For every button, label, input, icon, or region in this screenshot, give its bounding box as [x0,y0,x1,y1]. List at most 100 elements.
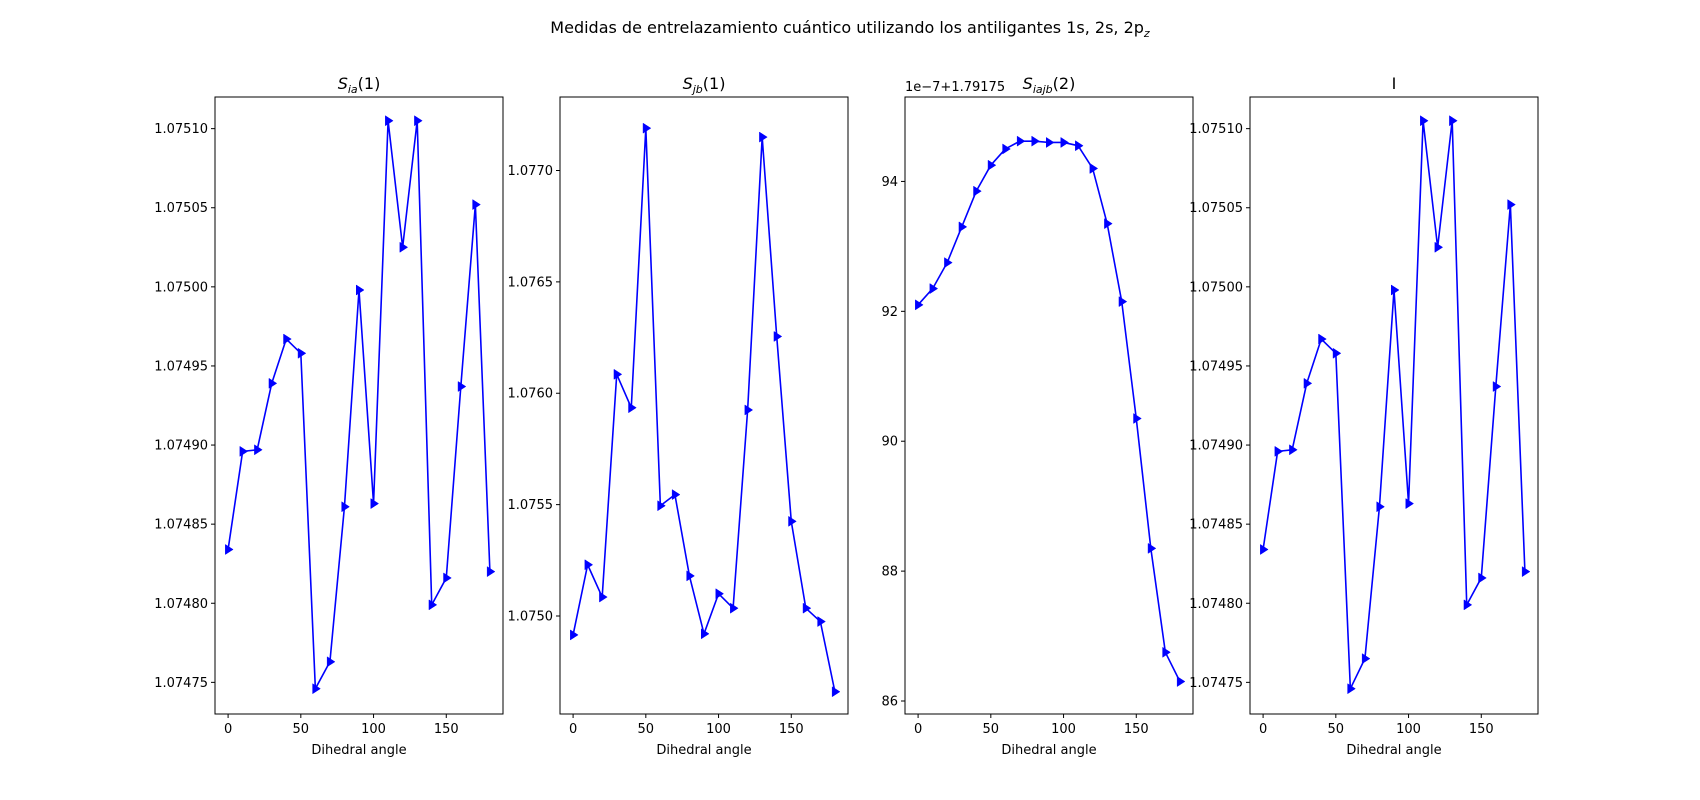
figure-suptitle: Medidas de entrelazamiento cuántico util… [550,18,1150,40]
data-point [686,570,695,582]
subplot-1: Sia(1) 0 50 100 150 1.07475 1.07480 1.07485 1.07… [154,74,504,758]
data-point [428,599,438,611]
x-axis-label: Dihedral angle [311,743,406,758]
data-point [1075,140,1084,152]
data-point [472,199,481,211]
title-suffix: (1) [703,74,726,93]
data-point [1274,445,1284,457]
data-point [385,115,394,127]
title-base: S [683,74,693,93]
data-point [915,299,924,311]
y-tick-label: 86 [881,695,898,710]
data-point [283,333,292,345]
y-tick-label: 90 [881,435,898,450]
data-point [1434,241,1444,253]
x-tick-label: 50 [983,722,1000,737]
x-tick-label: 100 [1396,722,1421,737]
x-axis-label: Dihedral angle [656,743,751,758]
data-point [730,602,739,614]
data-point [773,330,783,342]
data-point [1449,115,1458,127]
y-tick-label: 1.07490 [1189,439,1243,454]
data-point [239,445,249,457]
data-point [987,159,997,171]
y-tick-label: 1.07510 [154,122,208,137]
subplot-title: Sia(1) [338,74,381,96]
data-point [628,402,637,414]
data-point [1260,544,1269,555]
x-tick-label: 50 [293,722,310,737]
y-tick-label: 1.07500 [154,280,208,295]
data-point [1405,498,1415,510]
data-point [1391,284,1400,296]
data-point [570,629,579,641]
data-point [1361,653,1371,665]
subplots: Sia(1)0 50 100 1501.074751.074801.074851.07… [154,74,1539,758]
subplot-2: Sjb(1) 0 50 100 150 1.0750 1.0755 1.0760 1.0765 1… [508,74,849,758]
data-point [642,122,652,134]
x-tick-label: 150 [434,722,459,737]
data-point [1089,162,1099,174]
title-base: I [1392,74,1397,93]
data-point [701,628,710,640]
data-point [831,686,841,698]
y-tick-label: 94 [881,175,898,190]
data-point [457,381,467,392]
data-point [1060,137,1070,148]
data-point [356,284,365,296]
x-tick-label: 150 [1124,722,1149,737]
data-point [958,221,968,233]
series-line [572,127,836,692]
data-point [1420,115,1429,127]
suptitle-main: Medidas de entrelazamiento cuántico util… [550,18,1144,37]
title-suffix: (2) [1053,74,1076,93]
data-point [759,131,768,143]
data-point [671,489,681,501]
data-point [744,404,754,416]
y-tick-label: 1.07480 [1189,597,1243,612]
x-tick-label: 100 [1051,722,1076,737]
data-point [1147,542,1157,554]
x-tick-label: 0 [224,722,232,737]
x-tick-label: 50 [638,722,655,737]
title-subscript: iajb [1033,83,1053,96]
data-point [225,544,234,555]
data-point [1303,377,1313,389]
title-base: S [338,74,348,93]
y-tick-label: 1.07510 [1189,122,1243,137]
x-tick-label: 100 [361,722,386,737]
data-point [599,591,608,603]
subplot-title: I [1392,74,1397,93]
data-point [1507,199,1516,211]
data-point [370,498,380,510]
x-axis-label: Dihedral angle [1001,743,1096,758]
subplot-3: Siajb(2) 0 50 100 150 86 88 90 92 94 1e−7+1.79175 D… [881,74,1194,758]
data-point [254,444,263,456]
data-point [399,241,409,253]
data-point [1016,135,1026,147]
data-point [297,347,307,359]
suptitle-sub: z [1143,27,1150,40]
data-point [414,115,423,127]
x-tick-label: 150 [1469,722,1494,737]
data-point [1289,444,1298,456]
axes-frame [559,96,849,715]
data-point [1376,501,1385,513]
data-point [312,683,321,695]
data-point [1463,599,1473,611]
data-point [1318,333,1327,345]
data-point [1176,676,1186,687]
y-tick-label: 1.0755 [508,498,554,513]
subplot-title: Siajb(2) [1023,74,1076,96]
y-tick-label: 1.07495 [154,359,208,374]
title-suffix: (1) [358,74,381,93]
data-point [1118,296,1128,308]
data-point [1002,143,1011,155]
data-point [1104,218,1113,230]
title-base: S [1023,74,1033,93]
series-line [227,119,491,690]
y-offset-text: 1e−7+1.79175 [905,80,1005,95]
data-point [1521,566,1531,578]
y-tick-label: 1.0760 [508,387,554,402]
